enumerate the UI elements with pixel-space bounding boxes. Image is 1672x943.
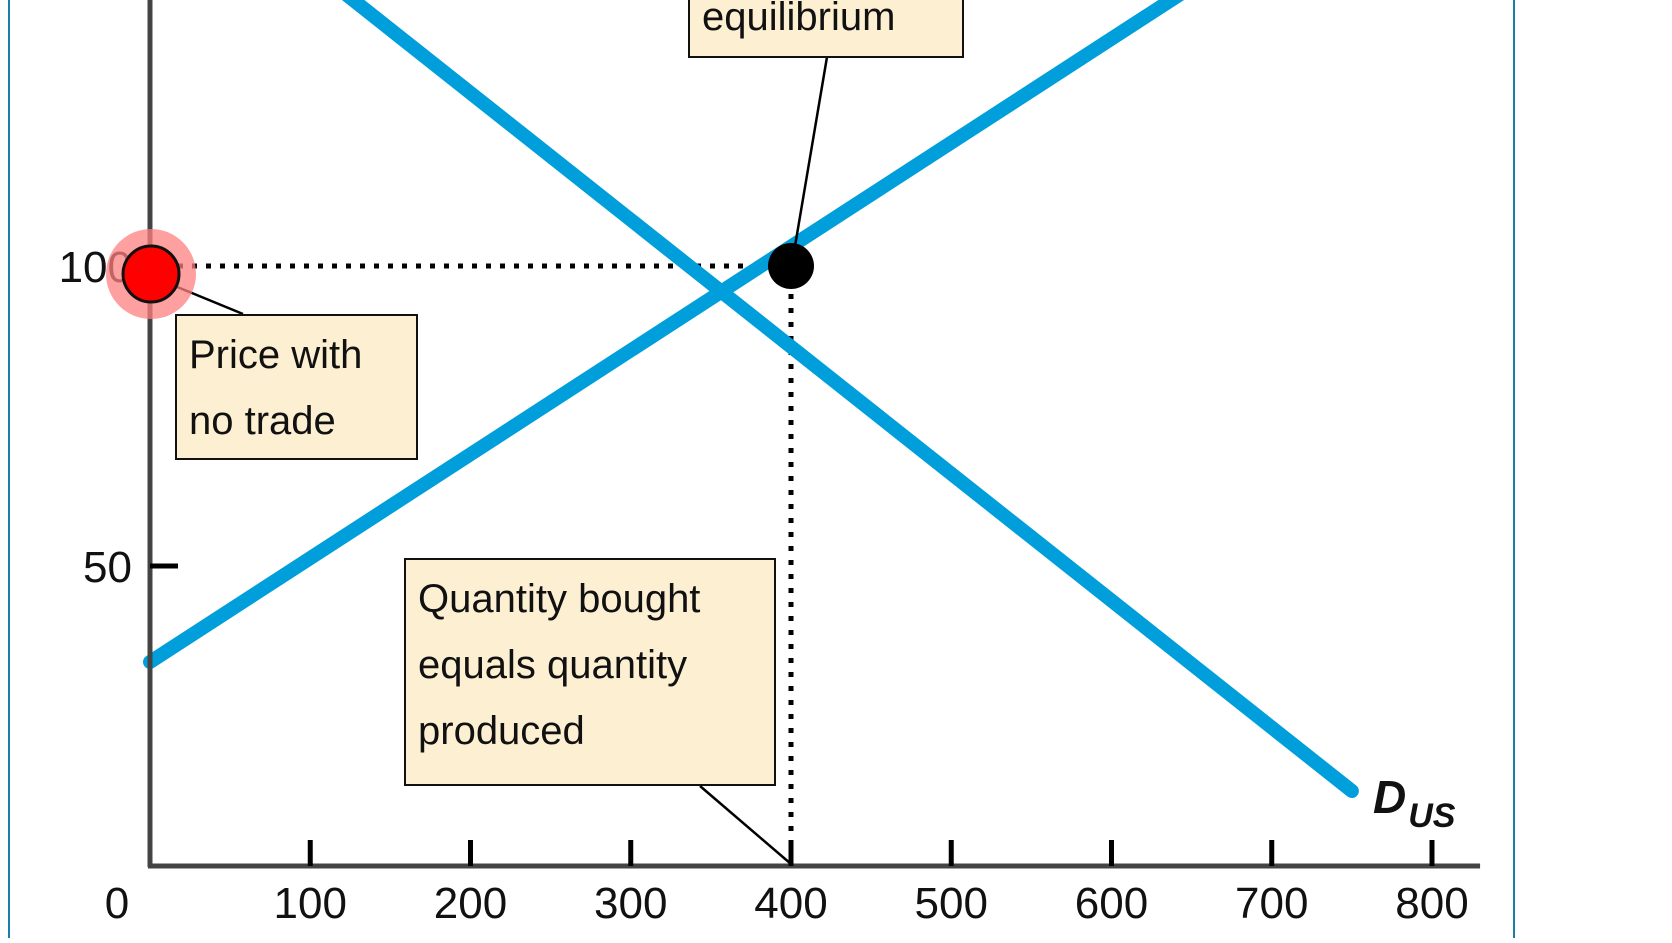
x-tick-label-800: 800 xyxy=(1395,879,1468,928)
leader-equilibrium xyxy=(791,56,829,259)
x-tick-label-200: 200 xyxy=(434,879,507,928)
x-tick-label-700: 700 xyxy=(1235,879,1308,928)
x-tick-label-600: 600 xyxy=(1075,879,1148,928)
demand-label-letter: D xyxy=(1373,771,1407,823)
annotation-price-with-no-trade: Price with no trade xyxy=(175,314,418,460)
annotation-quantity-line-2: equals quantity xyxy=(418,643,688,687)
annotation-equilibrium: equilibrium xyxy=(688,0,964,58)
x-tick-label-0: 0 xyxy=(105,879,129,928)
highlight-point-price-no-trade xyxy=(121,244,181,304)
annotation-price-line-1: Price with xyxy=(189,333,363,377)
x-tick-label-500: 500 xyxy=(915,879,988,928)
annotation-equilibrium-line-1: equilibrium xyxy=(702,0,896,39)
annotation-price-line-2: no trade xyxy=(189,399,336,443)
leader-quantity xyxy=(699,785,792,865)
x-tick-label-100: 100 xyxy=(274,879,347,928)
supply-curve xyxy=(143,0,1185,669)
annotation-quantity-line-3: produced xyxy=(418,709,585,753)
demand-curve xyxy=(341,0,1359,798)
demand-label-subscript: US xyxy=(1408,797,1456,835)
chart-frame xyxy=(8,0,1515,943)
y-tick-label-50: 50 xyxy=(83,543,132,592)
x-tick-label-300: 300 xyxy=(594,879,667,928)
equilibrium-point xyxy=(768,243,814,289)
x-tick-label-400: 400 xyxy=(754,879,827,928)
annotation-quantity-line-1: Quantity bought xyxy=(418,577,701,621)
annotation-quantity-bought: Quantity bought equals quantity produced xyxy=(404,558,776,786)
demand-curve-label: DUS xyxy=(1373,770,1455,835)
